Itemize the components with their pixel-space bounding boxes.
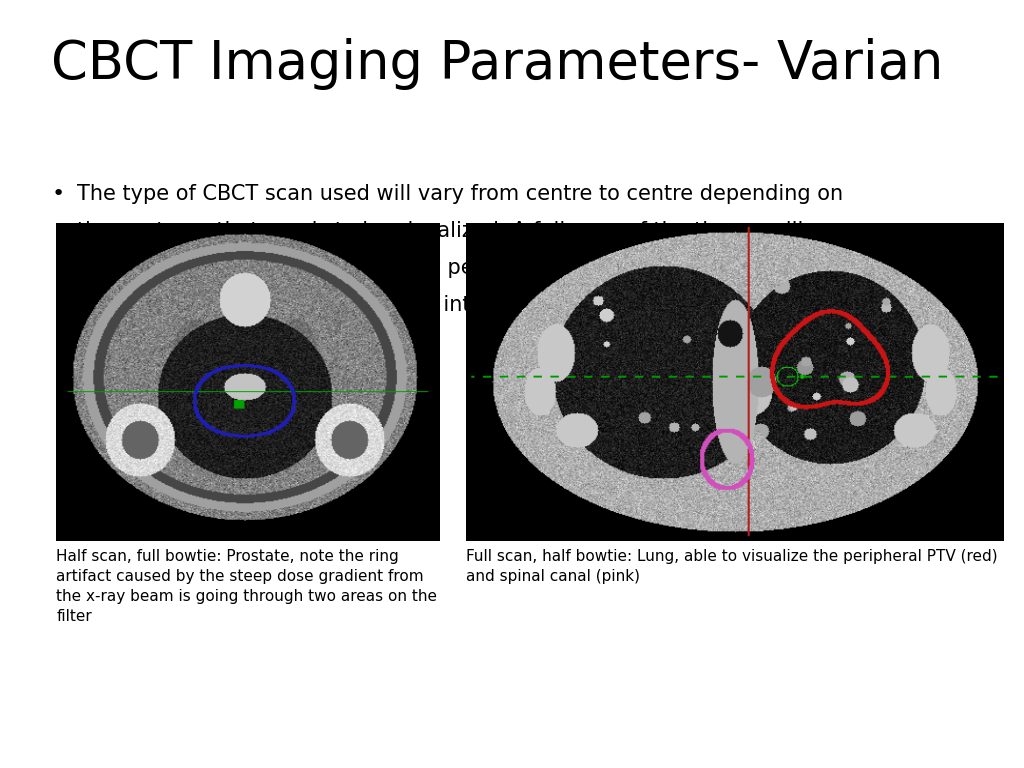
Text: produce better visualization of any peripheral structures, while a half scan: produce better visualization of any peri… xyxy=(77,258,855,278)
Text: CBCT Imaging Parameters- Varian: CBCT Imaging Parameters- Varian xyxy=(51,38,943,91)
Text: Full scan, half bowtie: Lung, able to visualize the peripheral PTV (red)
and spi: Full scan, half bowtie: Lung, able to vi… xyxy=(466,549,997,584)
Text: •: • xyxy=(51,184,65,204)
Text: The type of CBCT scan used will vary from centre to centre depending on: The type of CBCT scan used will vary fro… xyxy=(77,184,843,204)
Text: peripherally: peripherally xyxy=(77,332,202,352)
Text: Half scan, full bowtie: Prostate, note the ring
artifact caused by the steep dos: Half scan, full bowtie: Prostate, note t… xyxy=(56,549,437,624)
Text: the anatomy that needs to be visualized. A full scan of the thorax will: the anatomy that needs to be visualized.… xyxy=(77,221,803,241)
Text: captures a smaller, central area of interest and has a ring artifact: captures a smaller, central area of inte… xyxy=(77,295,761,315)
